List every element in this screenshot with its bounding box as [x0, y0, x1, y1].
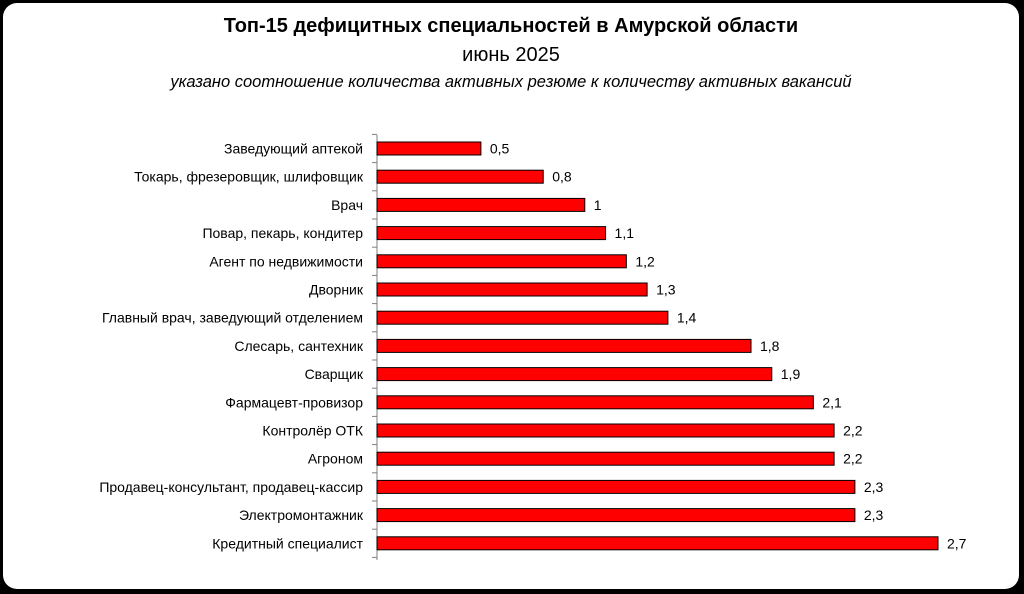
value-label: 2,2 — [843, 423, 863, 439]
bar — [376, 141, 482, 156]
category-label: Врач — [331, 197, 363, 213]
value-label: 1,4 — [677, 310, 697, 326]
category-label: Слесарь, сантехник — [234, 338, 364, 354]
value-label: 1,1 — [615, 225, 635, 241]
bar — [376, 508, 856, 523]
value-label: 1,3 — [656, 282, 676, 298]
category-label: Электромонтажник — [239, 507, 364, 523]
category-label: Агент по недвижимости — [209, 253, 363, 269]
category-label: Заведующий аптекой — [224, 141, 363, 157]
bar — [376, 536, 939, 551]
value-label: 2,1 — [822, 394, 842, 410]
category-label: Агроном — [308, 451, 363, 467]
category-label: Продавец-консультант, продавец-кассир — [99, 479, 363, 495]
plot-area: Заведующий аптекой 0,5 Токарь, фрезеровщик… — [99, 133, 967, 560]
bar — [376, 479, 856, 494]
value-label: 2,2 — [843, 451, 863, 467]
bar — [376, 338, 752, 353]
bar — [376, 169, 544, 184]
value-label: 1,2 — [635, 253, 655, 269]
category-label: Повар, пекарь, кондитер — [202, 225, 363, 241]
category-label: Дворник — [309, 282, 364, 298]
category-label: Кредитный специалист — [212, 535, 363, 551]
value-label: 0,5 — [490, 141, 510, 157]
value-label: 2,3 — [864, 479, 884, 495]
value-label: 0,8 — [552, 169, 572, 185]
chart-subtitle: июнь 2025 — [462, 44, 560, 66]
value-label: 2,7 — [947, 535, 967, 551]
category-label: Фармацевт-провизор — [225, 394, 363, 410]
category-label: Токарь, фрезеровщик, шлифовщик — [134, 169, 364, 185]
bar — [376, 282, 648, 297]
bar — [376, 367, 773, 382]
chart-note: указано соотношение количества активных … — [170, 73, 852, 91]
value-label: 1,9 — [781, 366, 801, 382]
bar — [376, 310, 669, 325]
category-label: Главный врач, заведующий отделением — [102, 310, 363, 326]
chart-title: Топ-15 дефицитных специальностей в Амурс… — [223, 15, 799, 37]
value-label: 2,3 — [864, 507, 884, 523]
bar — [376, 226, 607, 241]
value-label: 1 — [594, 197, 602, 213]
value-label: 1,8 — [760, 338, 780, 354]
bar — [376, 395, 814, 410]
category-label: Контролёр ОТК — [262, 423, 363, 439]
bar — [376, 197, 586, 212]
bar — [376, 423, 835, 438]
bar — [376, 451, 835, 466]
bar — [376, 254, 627, 269]
category-label: Сварщик — [305, 366, 364, 382]
